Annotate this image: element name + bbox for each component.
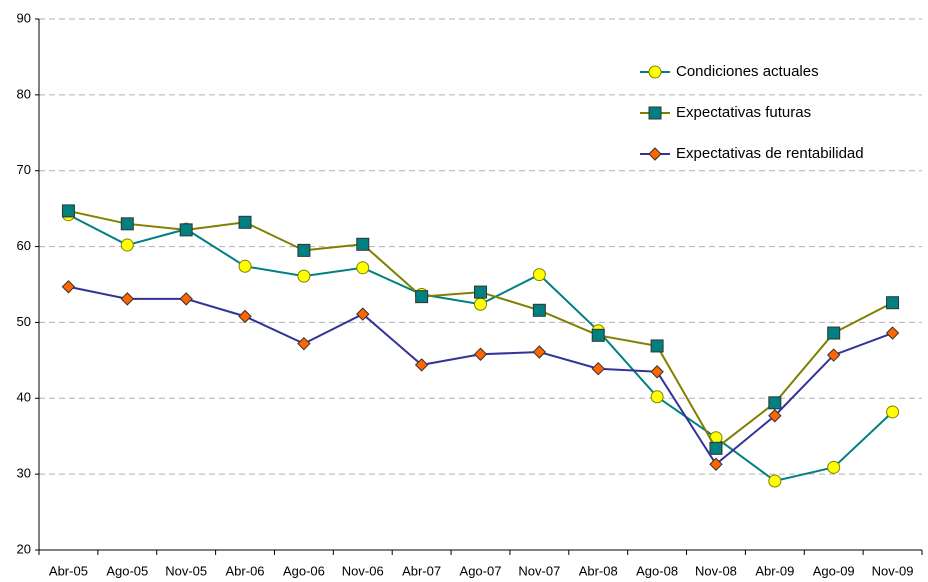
- point: [768, 409, 782, 423]
- point: [238, 259, 252, 273]
- point: [179, 292, 193, 306]
- point: [648, 65, 662, 79]
- point: [886, 296, 900, 310]
- y-tick-label: 90: [17, 10, 31, 25]
- x-tick-label: Ago-09: [813, 563, 855, 578]
- point: [238, 309, 252, 324]
- point: [532, 268, 546, 282]
- point: [826, 348, 841, 362]
- point: [591, 328, 605, 342]
- point: [61, 204, 75, 218]
- point: [120, 217, 134, 231]
- x-tick-label: Ago-07: [460, 563, 502, 578]
- point: [532, 345, 547, 359]
- point: [297, 243, 311, 257]
- point: [179, 223, 193, 237]
- x-tick-label: Nov-08: [695, 563, 737, 578]
- point: [650, 339, 664, 353]
- x-tick-label: Abr-06: [226, 563, 265, 578]
- legend-label: Expectativas futuras: [676, 104, 811, 121]
- point: [827, 326, 841, 340]
- legend: Condiciones actuales Expectativas futuras…: [640, 63, 864, 162]
- point: [356, 237, 370, 251]
- point: [768, 396, 782, 410]
- point: [532, 303, 546, 317]
- x-tick-label: Nov-07: [518, 563, 560, 578]
- point: [648, 106, 662, 120]
- point: [414, 358, 429, 372]
- y-tick-label: 40: [17, 390, 31, 405]
- x-tick-label: Abr-09: [755, 563, 794, 578]
- point: [591, 361, 605, 376]
- legend-label: Expectativas de rentabilidad: [676, 145, 864, 162]
- x-tick-label: Abr-05: [49, 563, 88, 578]
- point: [650, 390, 664, 404]
- point: [297, 336, 311, 351]
- series-line: [68, 285, 893, 466]
- x-tick-label: Abr-08: [579, 563, 618, 578]
- point: [473, 347, 488, 361]
- y-tick-label: 80: [17, 86, 31, 101]
- y-tick-label: 30: [17, 466, 31, 481]
- y-tick-label: 70: [17, 162, 31, 177]
- point: [474, 285, 487, 299]
- point: [474, 297, 487, 311]
- point: [709, 457, 723, 471]
- point: [885, 326, 900, 340]
- y-tick-label: 20: [17, 541, 31, 556]
- x-tick-label: Nov-05: [165, 563, 207, 578]
- point: [297, 269, 311, 283]
- point: [650, 365, 664, 379]
- x-tick-label: Abr-07: [402, 563, 441, 578]
- y-tick-label: 50: [17, 314, 31, 329]
- point: [61, 280, 76, 294]
- y-tick-label: 60: [17, 238, 31, 253]
- x-tick-label: Nov-06: [342, 563, 384, 578]
- x-tick-label: Ago-06: [283, 563, 325, 578]
- legend-label: Condiciones actuales: [676, 63, 819, 80]
- point: [648, 147, 662, 161]
- point: [356, 307, 370, 321]
- point: [356, 261, 370, 275]
- x-tick-label: Nov-09: [872, 563, 914, 578]
- point: [768, 474, 782, 488]
- x-tick-label: Ago-05: [106, 563, 148, 578]
- point: [238, 215, 252, 229]
- x-tick-label: Ago-08: [636, 563, 678, 578]
- point: [120, 238, 134, 252]
- point: [827, 460, 841, 474]
- point: [415, 290, 429, 304]
- point: [886, 405, 900, 419]
- point: [120, 292, 135, 306]
- point: [709, 441, 723, 455]
